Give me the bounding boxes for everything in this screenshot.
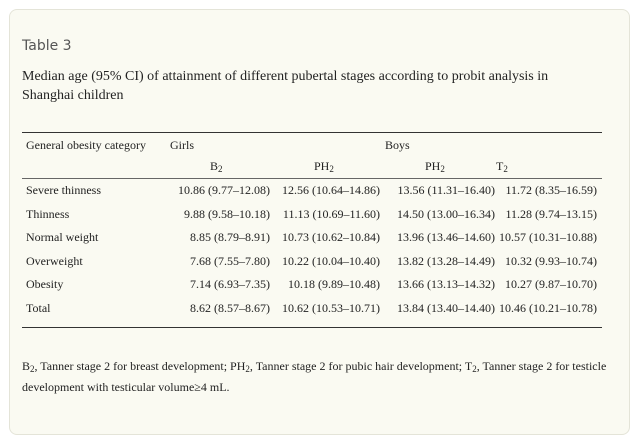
cell-ph2-girls: 10.62 (10.53–10.71) <box>282 300 380 315</box>
cell-ph2-boys: 13.66 (13.13–14.32) <box>397 277 495 292</box>
cell-t2: 11.28 (9.74–13.15) <box>505 206 597 221</box>
cell-t2: 11.72 (8.35–16.59) <box>505 183 597 197</box>
cell-ph2-girls: 11.13 (10.69–11.60) <box>282 206 380 221</box>
row-category: Thinness <box>26 206 70 221</box>
table-row: Severe thinness 10.86 (9.77–12.08) 12.56… <box>22 183 602 207</box>
cell-b2: 7.14 (6.93–7.35) <box>190 277 270 292</box>
row-category: Overweight <box>26 253 83 268</box>
row-category: Severe thinness <box>26 183 101 197</box>
cell-ph2-boys: 13.82 (13.28–14.49) <box>397 253 495 268</box>
cell-b2: 8.62 (8.57–8.67) <box>190 300 270 315</box>
header-col-ph2-boys: PH2 <box>425 159 445 174</box>
cell-b2: 7.68 (7.55–7.80) <box>190 253 270 268</box>
cell-ph2-girls: 12.56 (10.64–14.86) <box>282 183 380 197</box>
cell-t2: 10.46 (10.21–10.78) <box>499 300 597 315</box>
cell-b2: 9.88 (9.58–10.18) <box>184 206 270 221</box>
table-row: Normal weight 8.85 (8.79–8.91) 10.73 (10… <box>22 230 602 254</box>
cell-ph2-boys: 13.84 (13.40–14.40) <box>397 300 495 315</box>
header-col-b2: B2 <box>210 159 223 174</box>
table-label: Table 3 <box>22 38 72 54</box>
row-category: Normal weight <box>26 230 99 245</box>
table-row: Obesity 7.14 (6.93–7.35) 10.18 (9.89–10.… <box>22 277 602 301</box>
cell-ph2-boys: 13.96 (13.46–14.60) <box>397 230 495 245</box>
cell-ph2-boys: 14.50 (13.00–16.34) <box>397 206 495 221</box>
header-category: General obesity category <box>26 138 146 152</box>
data-table: General obesity category Girls Boys B2 P… <box>22 132 602 328</box>
row-category: Total <box>26 300 51 315</box>
cell-t2: 10.27 (9.87–10.70) <box>505 277 597 292</box>
table-row: Thinness 9.88 (9.58–10.18) 11.13 (10.69–… <box>22 207 602 231</box>
header-row-stages: B2 PH2 PH2 T2 <box>22 156 602 179</box>
cell-t2: 10.32 (9.93–10.74) <box>505 253 597 268</box>
header-row-groups: General obesity category Girls Boys <box>22 133 602 156</box>
cell-ph2-girls: 10.73 (10.62–10.84) <box>282 230 380 245</box>
cell-b2: 8.85 (8.79–8.91) <box>190 230 270 245</box>
table-caption: Median age (95% CI) of attainment of dif… <box>22 69 549 103</box>
cell-t2: 10.57 (10.31–10.88) <box>499 230 597 245</box>
table-panel <box>9 9 630 435</box>
cell-b2: 10.86 (9.77–12.08) <box>178 183 270 197</box>
header-girls: Girls <box>170 138 194 152</box>
row-category: Obesity <box>26 277 64 292</box>
table-row: Total 8.62 (8.57–8.67) 10.62 (10.53–10.7… <box>22 301 602 325</box>
cell-ph2-girls: 10.18 (9.89–10.48) <box>288 277 380 292</box>
header-col-t2: T2 <box>496 159 508 174</box>
table-row: Overweight 7.68 (7.55–7.80) 10.22 (10.04… <box>22 254 602 278</box>
table-body: Severe thinness 10.86 (9.77–12.08) 12.56… <box>22 179 602 327</box>
header-col-ph2-girls: PH2 <box>314 159 334 174</box>
header-boys: Boys <box>385 138 410 152</box>
table-footnote: B2, Tanner stage 2 for breast developmen… <box>22 359 607 394</box>
cell-ph2-boys: 13.56 (11.31–16.40) <box>397 183 495 197</box>
cell-ph2-girls: 10.22 (10.04–10.40) <box>282 253 380 268</box>
